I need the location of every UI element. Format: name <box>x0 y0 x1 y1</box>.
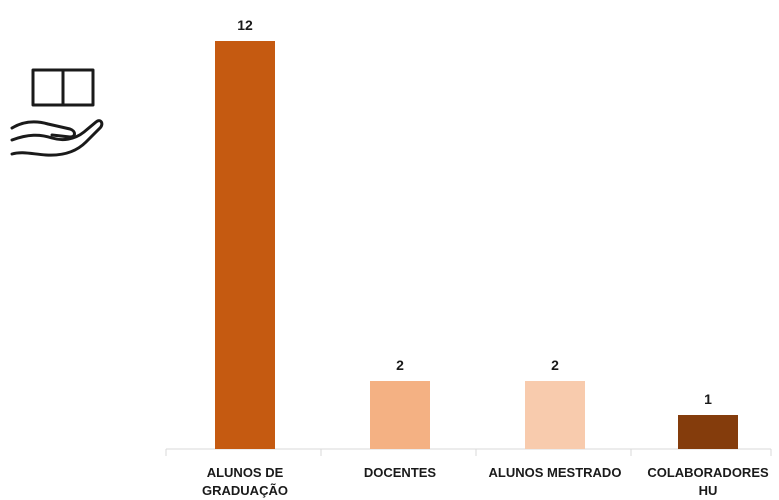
book-in-hand-icon <box>10 68 104 157</box>
category-label-4: COLABORADORES HU <box>647 465 769 498</box>
value-label-1: 12 <box>237 17 253 33</box>
bar-4 <box>678 415 738 449</box>
bars <box>215 41 738 449</box>
x-axis-ticks <box>165 449 772 456</box>
value-labels: 12 2 2 1 <box>237 17 712 407</box>
bar-1 <box>215 41 275 449</box>
bar-3 <box>525 381 585 449</box>
category-label-1: ALUNOS DE GRADUAÇÃO <box>202 465 288 498</box>
category-label-3: ALUNOS MESTRADO <box>489 465 622 480</box>
value-label-4: 1 <box>704 391 712 407</box>
category-label-2: DOCENTES <box>364 465 437 480</box>
value-label-3: 2 <box>551 357 559 373</box>
category-labels: ALUNOS DE GRADUAÇÃO DOCENTES ALUNOS MESTRAD… <box>202 465 769 498</box>
bar-2 <box>370 381 430 449</box>
value-label-2: 2 <box>396 357 404 373</box>
